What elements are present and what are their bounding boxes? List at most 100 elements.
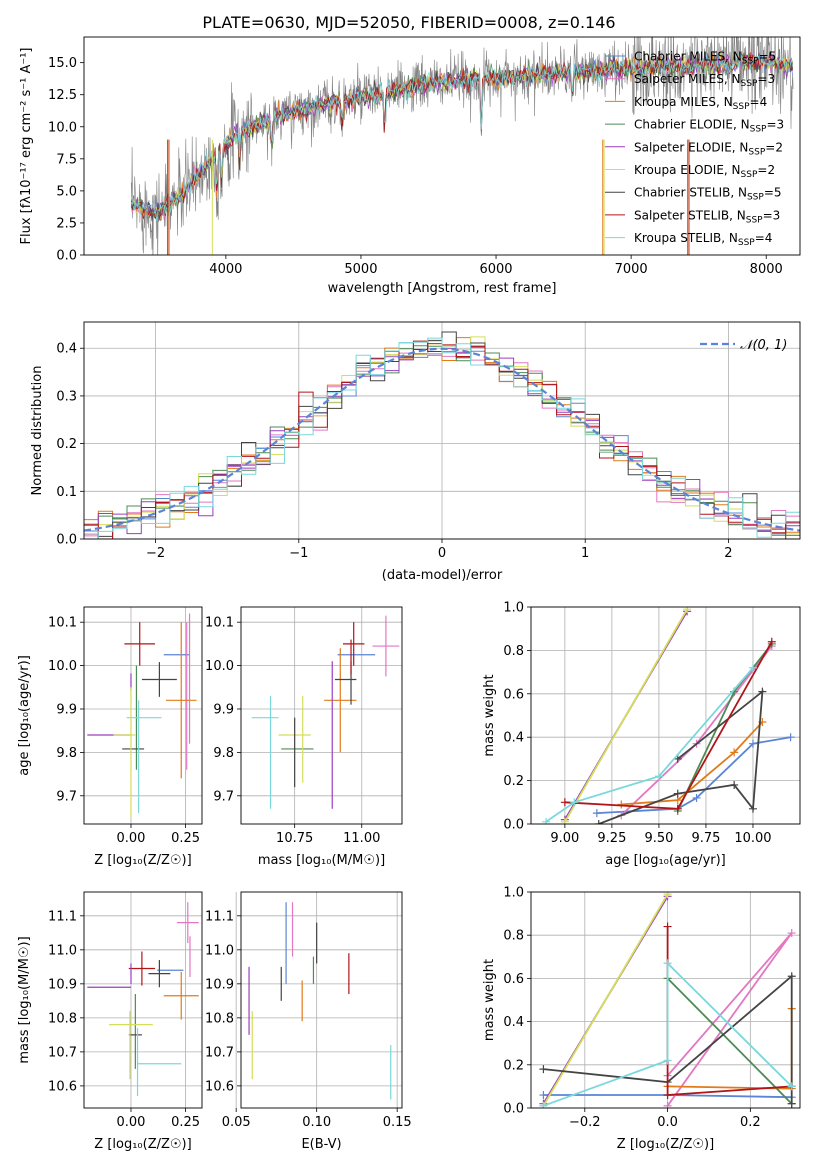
axes-frame <box>240 606 403 825</box>
x-tick-label: 5000 <box>344 262 377 277</box>
data-point <box>663 1091 672 1100</box>
x-axis-label: (data-model)/error <box>382 568 503 583</box>
legend-label-name: Salpeter STELIB, N <box>634 208 746 222</box>
data-point <box>663 892 672 899</box>
x-tick-label: −0.2 <box>569 1115 601 1130</box>
y-tick-label: 0.2 <box>56 437 77 452</box>
data-point <box>539 1065 548 1074</box>
weight_vs_age-plot-area <box>542 607 795 824</box>
data-point <box>539 1101 548 1108</box>
y-tick-label: 0.3 <box>56 389 77 404</box>
data-point <box>758 687 767 696</box>
x-tick-label: 0.00 <box>117 1115 146 1130</box>
legend-label-sub: SSP <box>741 170 758 180</box>
weight_vs_age-panel: 9.00 9.25 9.50 9.75 10.00 0.0 0.2 0.4 0.6 0.8 1.0 a… <box>482 601 801 868</box>
axes-frame <box>83 321 801 540</box>
y-tick-label: 10.0 <box>48 659 77 674</box>
mass_vs_ebv-panel: 0.05 0.10 0.15 10.6 10.7 10.8 10.9 11.0 11.1 E(B-… <box>205 891 412 1152</box>
y-tick-label: 0.2 <box>503 1058 524 1073</box>
legend-label-sub: SSP <box>748 147 765 157</box>
weight_vs_Z-plot-area <box>539 892 796 1108</box>
y-tick-label: 0.2 <box>503 774 524 789</box>
x-axis-label: mass [log₁₀(M/M☉)] <box>258 853 385 868</box>
weight_vs_Z-panel: −0.2 0.0 0.2 0.0 0.2 0.4 0.6 0.8 1.0 Z [log₁₀(Z/Z… <box>482 886 801 1152</box>
y-tick-label: 0.6 <box>503 972 524 987</box>
data-point <box>787 1082 796 1091</box>
y-tick-label: 9.7 <box>213 789 234 804</box>
y-tick-label: 1.0 <box>503 601 524 616</box>
y-tick-label: 10.1 <box>205 616 234 631</box>
x-tick-label: 9.00 <box>550 831 579 846</box>
y-axis-label: age [log₁₀(age/yr)] <box>17 655 32 776</box>
x-tick-label: 0.25 <box>171 831 200 846</box>
legend-label-name: Chabrier STELIB, N <box>634 186 747 200</box>
x-tick-label: 9.25 <box>597 831 626 846</box>
legend-label: Kroupa ELODIE, NSSP=2 <box>634 163 775 180</box>
x-tick-label: 10.00 <box>734 831 771 846</box>
series-line-salpeter-stelib <box>564 641 773 810</box>
data-point <box>673 804 682 813</box>
data-point <box>786 733 795 742</box>
legend-label-sub: SSP <box>742 57 759 67</box>
series-line-salpeter-stelib <box>666 926 792 1096</box>
y-tick-label: 10.1 <box>48 616 77 631</box>
spectrum-plot-area <box>130 37 794 255</box>
legend-label-name: Chabrier ELODIE, N <box>634 118 750 132</box>
x-axis-label: Z [log₁₀(Z/Z☉)] <box>94 1137 191 1152</box>
y-tick-label: 11.0 <box>48 943 77 958</box>
legend-label-val: =2 <box>765 140 783 154</box>
y-tick-label: 0.4 <box>503 731 524 746</box>
axes-frame <box>83 606 203 825</box>
y-tick-label: 7.5 <box>56 152 77 167</box>
legend-label-sub: SSP <box>738 238 755 248</box>
histogram-step-chabrier-stelib <box>84 331 800 539</box>
x-tick-label: 9.75 <box>691 831 720 846</box>
legend-label: Salpeter MILES, NSSP=3 <box>634 72 775 89</box>
y-tick-label: 0.0 <box>56 249 77 264</box>
legend-label-val: =2 <box>757 163 775 177</box>
y-tick-label: 11.0 <box>205 943 234 958</box>
data-point <box>663 1101 672 1108</box>
legend-label: Salpeter STELIB, NSSP=3 <box>634 208 780 225</box>
y-tick-label: 10.0 <box>205 659 234 674</box>
data-point <box>663 922 672 931</box>
data-point <box>673 789 682 798</box>
data-point <box>787 929 796 938</box>
legend-label-name: Salpeter ELODIE, N <box>634 140 748 154</box>
chart-title: PLATE=0630, MJD=52050, FIBERID=0008, z=0… <box>202 13 615 32</box>
series-line-kroupa-stelib <box>543 961 793 1107</box>
residuals-panel: −2 −1 0 1 2 0.0 0.1 0.2 0.3 0.4 (data-model)/error… <box>30 321 801 583</box>
data-point <box>539 1091 548 1100</box>
axes-frame <box>240 891 403 1109</box>
x-tick-label: 1 <box>581 546 589 561</box>
x-tick-label: 9.50 <box>644 831 673 846</box>
y-tick-label: 0.0 <box>56 533 77 548</box>
x-tick-label: 6000 <box>479 262 512 277</box>
x-tick-label: 4000 <box>209 262 242 277</box>
data-point <box>787 1099 796 1108</box>
y-tick-label: 0.6 <box>503 687 524 702</box>
axes-frame <box>83 891 203 1109</box>
series-line-kroupa-elodie <box>564 608 688 823</box>
x-tick-label: 0.2 <box>740 1115 761 1130</box>
data-point <box>787 972 796 981</box>
histogram-step-kroupa-stelib <box>84 337 800 539</box>
x-tick-label: 0.0 <box>657 1115 678 1130</box>
legend-label-val: =4 <box>755 231 773 245</box>
y-tick-label: 10.0 <box>48 120 77 135</box>
series-line-kroupa-elodie <box>542 893 669 1107</box>
y-tick-label: 10.7 <box>48 1045 77 1060</box>
mass_vs_Z-plot-area <box>87 902 199 1097</box>
legend-label-val: =5 <box>764 186 782 200</box>
x-tick-label: 0.05 <box>222 1115 251 1130</box>
mass_vs_Z-panel: 0.00 0.25 10.6 10.7 10.8 10.9 11.0 11.1 Z [log₁₀… <box>17 891 203 1152</box>
y-axis-label: Normed distribution <box>30 366 45 496</box>
legend-label-val: =4 <box>750 95 768 109</box>
y-tick-label: 10.9 <box>205 977 234 992</box>
legend-label: Chabrier MILES, NSSP=5 <box>634 50 776 67</box>
y-tick-label: 2.5 <box>56 216 77 231</box>
age_vs_mass-panel: 10.75 11.00 9.7 9.8 9.9 10.0 10.1 mass [log₁₀(M… <box>205 606 403 868</box>
legend-label: Chabrier STELIB, NSSP=5 <box>634 186 782 203</box>
legend: Chabrier MILES, NSSP=5 Salpeter MILES, NS… <box>605 50 784 248</box>
axes-frame <box>530 891 801 1109</box>
